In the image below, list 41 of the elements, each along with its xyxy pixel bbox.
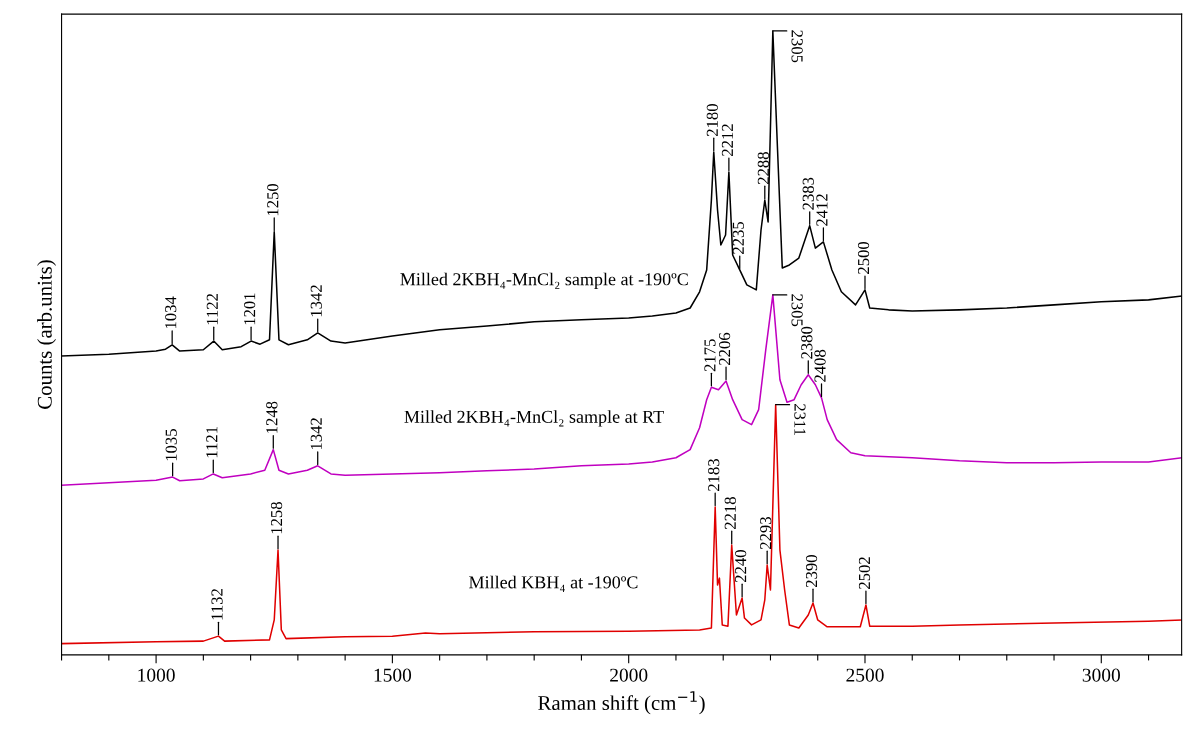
annotation: 2412 <box>816 194 828 226</box>
x-tick-label: 2500 <box>846 668 884 682</box>
annotation: 1035 <box>165 429 177 461</box>
annotation: 2235 <box>732 221 744 254</box>
annotation: 2502 <box>858 557 871 589</box>
annotation: 1034 <box>165 296 177 329</box>
annotation: 2240 <box>735 550 747 583</box>
annotation: 1132 <box>211 589 223 620</box>
annotation: 2383 <box>802 177 814 210</box>
x-tick-label: 1500 <box>374 668 412 682</box>
annotation: 2288 <box>757 152 769 185</box>
annotation: 2175 <box>704 339 716 372</box>
x-tick-label: 3000 <box>1082 668 1120 682</box>
x-tick-label: 2000 <box>610 668 648 682</box>
series-label: Milled 2KBH₄-MnCl₂ sample at -190ºC <box>400 272 688 290</box>
text: Milled KBH₄ at -190ºC <box>469 575 638 592</box>
annotation: 2380 <box>801 326 813 359</box>
annotation: 2293 <box>760 517 772 550</box>
annotation: 2408 <box>814 349 826 382</box>
annotation: 2305 <box>791 294 803 327</box>
annotation: 2206 <box>718 332 731 365</box>
annotation: 2500 <box>857 241 870 274</box>
annotation: 2390 <box>805 555 818 588</box>
annotation: 1342 <box>310 418 322 450</box>
annotation: 2180 <box>706 104 718 137</box>
annotation: 1248 <box>266 401 278 433</box>
annotation: 1258 <box>270 502 283 534</box>
annotation: 1121 <box>206 426 218 458</box>
annotation: 2183 <box>708 459 720 491</box>
annotation: 2305 <box>791 30 803 63</box>
y-axis-title: Counts (arb.units) <box>37 260 57 409</box>
series-label: Milled 2KBH₄-MnCl₂ sample at RT <box>404 410 664 427</box>
annotation: 2311 <box>794 404 806 436</box>
annotation: 2212 <box>721 124 733 156</box>
annotation: 1250 <box>267 183 279 216</box>
annotation: 2218 <box>724 497 736 530</box>
annotation: 1342 <box>310 285 322 317</box>
x-tick-label: 1000 <box>138 668 175 682</box>
annotation: 1201 <box>244 293 256 325</box>
annotation: 1122 <box>206 293 218 325</box>
x-axis-title: Raman shift (cm$^{−1}$) <box>538 691 705 715</box>
